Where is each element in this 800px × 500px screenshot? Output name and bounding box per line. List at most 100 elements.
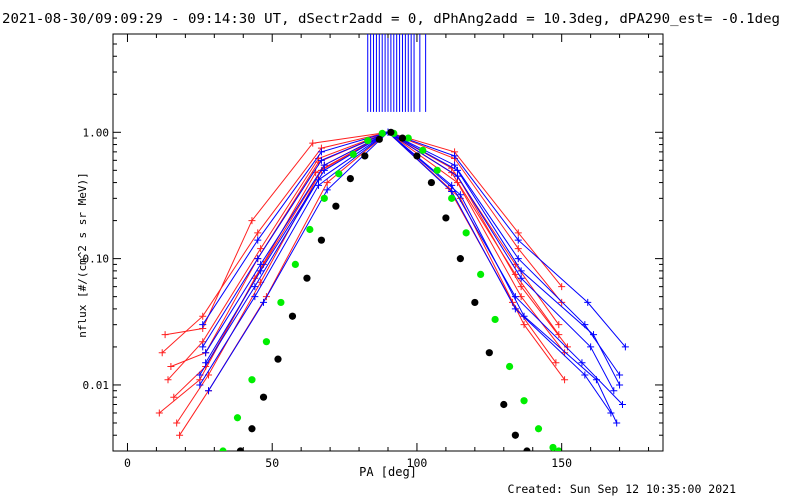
- plus-marker: [613, 419, 621, 427]
- green-dot: [335, 170, 343, 178]
- plus-marker: [555, 321, 563, 329]
- blue-series-line: [202, 131, 626, 348]
- plus-marker: [517, 283, 525, 291]
- x-tick-label: 0: [124, 456, 131, 470]
- plus-marker: [260, 298, 268, 306]
- plus-marker: [584, 298, 592, 306]
- black-dot: [500, 400, 508, 409]
- plus-marker: [196, 371, 204, 379]
- green-dot: [477, 270, 485, 279]
- axes: 0 50 100 150 0.01 0.10 1.00: [83, 33, 663, 470]
- plus-marker: [514, 236, 522, 244]
- plus-marker: [173, 419, 181, 427]
- plus-marker: [581, 371, 589, 379]
- plus-marker: [561, 376, 569, 384]
- black-series: [236, 128, 531, 451]
- black-dot: [485, 349, 493, 357]
- plus-marker: [587, 343, 595, 351]
- plus-marker: [618, 401, 626, 409]
- green-dot: [534, 425, 543, 433]
- plus-marker: [251, 283, 259, 291]
- black-dot: [375, 135, 383, 143]
- green-dot: [555, 447, 563, 451]
- plus-marker: [323, 186, 331, 194]
- plus-marker: [520, 312, 528, 320]
- plus-marker: [610, 387, 618, 395]
- green-dot: [378, 129, 386, 138]
- black-dot: [288, 312, 297, 320]
- blue-series-line: [199, 131, 623, 405]
- plus-marker: [158, 349, 166, 357]
- x-tick-label: 100: [407, 456, 428, 470]
- plus-marker: [251, 293, 259, 301]
- green-dot: [233, 414, 242, 422]
- green-dot: [277, 298, 285, 307]
- red-series-line: [176, 131, 565, 424]
- plus-marker: [167, 362, 175, 370]
- y-tick-label: 0.01: [83, 379, 110, 392]
- blue-series-line: [208, 131, 618, 424]
- plus-marker: [578, 359, 586, 367]
- chart-title: 2021-08-30/09:09:29 - 09:14:30 UT, dSect…: [2, 11, 780, 27]
- green-dot: [433, 166, 441, 174]
- green-dot: [419, 146, 427, 154]
- plus-marker: [520, 321, 528, 329]
- blue-series: [196, 128, 629, 427]
- series-layer: [155, 128, 629, 451]
- plus-marker: [616, 381, 624, 389]
- black-dot: [456, 255, 464, 263]
- plus-marker: [558, 298, 566, 306]
- green-dot: [349, 150, 357, 158]
- plus-marker: [451, 161, 459, 169]
- plus-marker: [563, 343, 571, 351]
- plus-marker: [164, 376, 172, 384]
- y-axis-label: nflux [#/(cm^2 s sr MeV)]: [76, 172, 89, 338]
- blue-series-line: [199, 131, 612, 414]
- plus-marker: [161, 331, 169, 339]
- plus-marker: [517, 267, 525, 275]
- footer-created: Created: Sun Sep 12 10:35:00 2021: [508, 482, 737, 496]
- plus-marker: [320, 161, 328, 169]
- plus-marker: [254, 229, 262, 237]
- green-dot: [248, 376, 256, 384]
- plus-marker: [317, 156, 325, 164]
- black-dot: [471, 298, 479, 307]
- plus-marker: [317, 148, 325, 156]
- black-dot: [274, 355, 282, 363]
- blue-series-line: [205, 131, 615, 391]
- green-dot: [306, 225, 314, 234]
- plus-marker: [254, 255, 262, 263]
- plus-marker: [257, 260, 265, 268]
- green-series: [219, 129, 563, 451]
- plus-marker: [607, 409, 615, 417]
- green-dot: [462, 229, 470, 237]
- black-dot: [523, 447, 531, 451]
- green-dot: [219, 447, 227, 451]
- plus-marker: [511, 270, 519, 278]
- plus-marker: [453, 166, 461, 174]
- plus-marker: [257, 267, 265, 275]
- plus-marker: [205, 387, 213, 395]
- plus-marker: [155, 409, 163, 417]
- plus-marker: [199, 343, 207, 351]
- red-series-line: [173, 131, 568, 398]
- green-dot: [291, 260, 299, 269]
- plus-marker: [196, 381, 204, 389]
- red-series-line: [167, 131, 560, 381]
- plus-marker: [315, 181, 323, 189]
- plus-marker: [248, 217, 256, 225]
- plus-marker: [453, 179, 461, 187]
- plus-marker: [616, 371, 624, 379]
- plus-marker: [514, 255, 522, 263]
- black-dot: [413, 152, 421, 160]
- red-series-line: [161, 131, 563, 354]
- plus-marker: [170, 393, 178, 401]
- plus-marker: [514, 229, 522, 237]
- plus-marker: [558, 283, 566, 291]
- vertical-lines: [367, 34, 427, 112]
- black-dot: [511, 431, 519, 439]
- black-dot: [248, 425, 256, 433]
- plus-marker: [456, 191, 464, 199]
- plus-marker: [552, 359, 560, 367]
